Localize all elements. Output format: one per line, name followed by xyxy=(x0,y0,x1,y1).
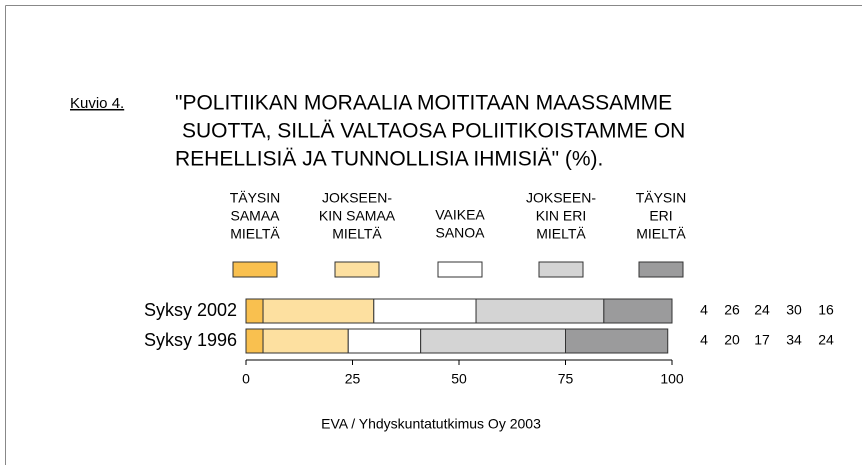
legend-label: MIELTÄ xyxy=(536,226,586,242)
category-label: Syksy 1996 xyxy=(144,330,237,350)
legend-label: TÄYSIN xyxy=(230,190,281,206)
value-label: 17 xyxy=(754,332,770,348)
legend-label: SAMAA xyxy=(230,208,280,224)
bar-segment xyxy=(565,328,669,354)
legend-label: KIN ERI xyxy=(536,208,587,224)
legend-swatch xyxy=(334,261,380,278)
value-label: 24 xyxy=(818,332,834,348)
x-tick-label: 50 xyxy=(451,371,467,387)
category-label: Syksy 2002 xyxy=(144,300,237,320)
chart-title: SUOTTA, SILLÄ VALTAOSA POLIITIKOISTAMME … xyxy=(182,120,685,143)
value-label: 24 xyxy=(754,302,770,318)
legend-label: MIELTÄ xyxy=(636,226,686,242)
bar-segment xyxy=(603,298,673,324)
bar-segment xyxy=(475,298,605,324)
x-tick-label: 25 xyxy=(345,371,361,387)
legend-label: ERI xyxy=(649,208,672,224)
legend-label: SANOA xyxy=(435,225,485,241)
legend-label: VAIKEA xyxy=(435,207,485,223)
bar-segment xyxy=(373,298,477,324)
value-label: 4 xyxy=(700,332,708,348)
legend-label: MIELTÄ xyxy=(332,226,382,242)
legend-swatch xyxy=(437,261,483,278)
legend-label: JOKSEEN- xyxy=(322,190,392,206)
x-tick-label: 0 xyxy=(242,371,250,387)
chart-title: "POLITIIKAN MORAALIA MOITITAAN MAASSAMME xyxy=(175,92,672,115)
value-label: 4 xyxy=(700,302,708,318)
legend-label: MIELTÄ xyxy=(230,226,280,242)
bar-segment xyxy=(245,298,264,324)
bar-segment xyxy=(347,328,422,354)
value-label: 30 xyxy=(786,302,802,318)
legend-label: TÄYSIN xyxy=(636,190,687,206)
legend-label: KIN SAMAA xyxy=(319,208,396,224)
x-tick-label: 100 xyxy=(660,371,684,387)
bar-segment xyxy=(262,328,349,354)
legend-swatch xyxy=(232,261,278,278)
bar-segment xyxy=(262,298,375,324)
source: EVA / Yhdyskuntatutkimus Oy 2003 xyxy=(321,416,541,432)
value-label: 34 xyxy=(786,332,802,348)
bar-segment xyxy=(245,328,264,354)
legend-label: JOKSEEN- xyxy=(526,190,596,206)
bar-segment xyxy=(420,328,566,354)
value-label: 26 xyxy=(724,302,740,318)
chart-title: REHELLISIÄ JA TUNNOLLISIA IHMISIÄ" (%). xyxy=(175,148,603,171)
x-tick-label: 75 xyxy=(558,371,574,387)
figure-label: Kuvio 4. xyxy=(70,95,124,112)
value-label: 16 xyxy=(818,302,834,318)
value-label: 20 xyxy=(724,332,740,348)
legend-swatch xyxy=(538,261,584,278)
legend-swatch xyxy=(638,261,684,278)
